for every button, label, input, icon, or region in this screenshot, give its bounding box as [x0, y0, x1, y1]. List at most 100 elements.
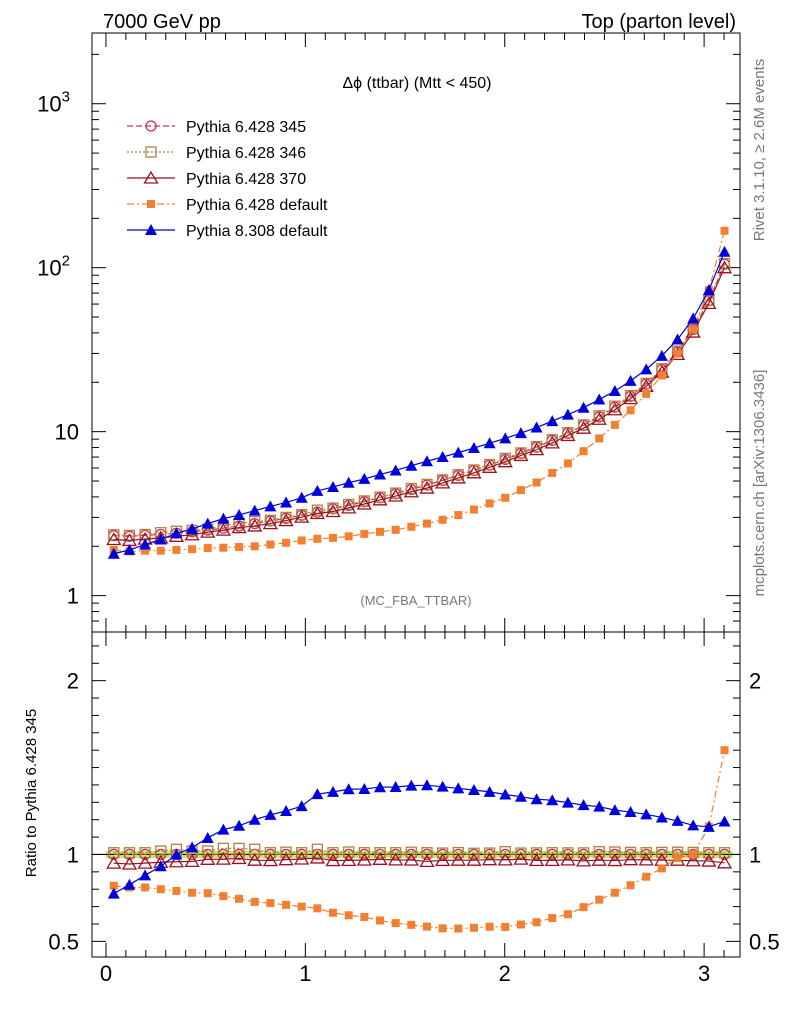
ratio-pythia-6-428-default-point: [329, 908, 338, 917]
main-pythia-6-428-346-point: [687, 322, 699, 335]
ratio-pythia-6-428-default-point: [297, 902, 306, 911]
main-pythia-8-308-default-point: [593, 393, 606, 405]
main-pythia-6-428-default-point: [219, 543, 228, 552]
ratio-pythia-6-428-370-point: [356, 852, 372, 866]
main-pythia-8-308-default-point: [154, 533, 167, 545]
main-pythia-8-308-default-point: [342, 476, 355, 488]
ratio-pythia-8-308-default-point: [702, 820, 715, 832]
main-pythia-6-428-346-point: [499, 452, 511, 464]
ratio-pythia-6-428-default-point: [657, 864, 666, 873]
legend-marker: [145, 120, 157, 132]
ratio-pythia-8-308-default-point: [593, 800, 606, 812]
main-pythia-8-308-default-point: [655, 349, 668, 361]
ratio-pythia-6-428-370-line: [113, 857, 725, 865]
main-pythia-8-308-default-point: [107, 547, 120, 559]
ratio-pythia-6-428-346-point: [264, 847, 277, 859]
ratio-pythia-6-428-346-point: [327, 847, 339, 859]
main-pythia-6-428-370-point: [544, 435, 560, 449]
ratio-pythia-6-428-default-point: [219, 892, 228, 901]
ratio-pythia-6-428-346-point: [202, 845, 214, 857]
ratio-pythia-8-308-default-point: [467, 783, 480, 795]
main-pythia-8-308-default-point: [530, 421, 543, 433]
main-pythia-6-428-346-point: [327, 502, 339, 514]
main-pythia-6-428-346-point: [374, 491, 386, 503]
main-pythia-6-428-default-point: [548, 468, 557, 477]
ratio-pythia-8-308-default-point: [342, 783, 355, 795]
main-pythia-6-428-default-point: [516, 486, 525, 495]
main-pythia-6-428-346-point: [296, 508, 308, 521]
ratio-pythia-8-308-default-point: [577, 799, 590, 811]
ratio-pythia-6-428-370-point: [231, 851, 247, 865]
main-pythia-6-428-default-point: [188, 545, 197, 554]
main-pythia-6-428-346-point: [311, 504, 324, 516]
main-pythia-6-428-370-point: [560, 428, 576, 442]
main-pythia-6-428-default-point: [141, 546, 150, 555]
main-pythia-6-428-default-point: [250, 542, 259, 551]
main-pythia-8-308-default-point: [499, 432, 512, 444]
ratio-pythia-8-308-default-point: [718, 815, 731, 827]
ratio-pythia-6-428-370-point: [137, 855, 153, 869]
legend-label: Pythia 6.428 346: [186, 145, 306, 162]
ratio-pythia-8-308-default-point: [358, 782, 371, 794]
main-pythia-6-428-370-point: [607, 402, 623, 416]
ratio-pythia-6-428-370-point: [450, 852, 466, 866]
ratio-pythia-6-428-default-point: [610, 888, 619, 897]
ratio-pythia-6-428-default-point: [172, 886, 181, 895]
main-pythia-8-308-default-point: [186, 522, 199, 534]
main-pythia-8-308-default-point: [358, 472, 371, 484]
main-pythia-6-428-346-point: [264, 514, 277, 526]
ratio-pythia-8-308-default-point: [327, 785, 340, 797]
ratio-pythia-6-428-default-point: [720, 746, 729, 755]
ratio-pythia-6-428-346-point: [421, 847, 433, 859]
plot-title: Δϕ (ttbar) (Mtt < 450): [342, 75, 491, 92]
main-pythia-8-308-default-point: [561, 408, 574, 420]
main-pythia-8-308-default-point: [671, 333, 684, 345]
legend-marker: [145, 224, 157, 235]
ratio-pythia-8-308-default-point: [452, 782, 465, 794]
ratio-pythia-6-428-default-point: [532, 918, 541, 927]
ratio-pythia-6-428-default-point: [485, 922, 494, 931]
ratio-pythia-6-428-default-point: [595, 895, 604, 904]
main-panel: 1 10 102 103: [37, 32, 741, 633]
legend-marker: [145, 146, 157, 158]
main-pythia-6-428-default-point: [266, 540, 275, 549]
main-pythia-6-428-370-line: [113, 267, 726, 542]
ratio-pythia-6-428-346-point: [656, 846, 668, 859]
main-pythia-6-428-default-point: [235, 542, 244, 551]
ratio-pythia-6-428-default-point: [188, 888, 197, 897]
ratio-pythia-6-428-346-point: [311, 843, 324, 855]
ratio-pythia-8-308-default-point: [280, 805, 293, 817]
ratio-pythia-6-428-346-point: [296, 847, 308, 859]
main-pythia-6-428-370-point: [309, 506, 326, 520]
ratio-pythia-6-428-default-point: [454, 924, 463, 933]
ratio-pythia-8-308-default-point: [436, 780, 449, 792]
ratio-pythia-8-308-default-point: [311, 788, 324, 800]
main-pythia-6-428-370-point: [278, 513, 294, 527]
main-pythia-6-428-default-line: [113, 230, 726, 553]
ratio-pythia-6-428-370-point: [607, 853, 623, 867]
main-pythia-6-428-370-point: [200, 524, 216, 538]
ratio-pythia-6-428-default-point: [563, 910, 572, 919]
main-pythia-6-428-346-point: [624, 389, 637, 402]
ratio-pythia-6-428-default-point: [422, 922, 431, 931]
ratio-pythia-6-428-default-point: [360, 913, 369, 922]
ratio-pythia-6-428-370-point: [106, 855, 122, 869]
main-pythia-6-428-370-point: [372, 492, 388, 506]
main-pythia-6-428-370-point: [247, 518, 263, 532]
main-pythia-6-428-346-point: [343, 498, 355, 511]
main-pythia-6-428-default-point: [595, 434, 604, 443]
main-pythia-6-428-370-point: [701, 296, 717, 310]
ratio-pythia-6-428-default-point: [344, 911, 353, 920]
ratio-pythia-6-428-370-point: [513, 851, 529, 865]
ratio-pythia-6-428-370-point: [309, 850, 326, 864]
ratio-pythia-8-308-default-point: [186, 841, 199, 853]
ratio-pythia-8-308-default-point: [561, 796, 574, 808]
main-pythia-6-428-370-point: [106, 532, 122, 546]
ratio-pythia-6-428-370-point: [403, 852, 419, 866]
ratio-pythia-6-428-370-point: [121, 856, 138, 870]
x-tick-label: 0: [100, 961, 112, 986]
main-pythia-8-308-default-point: [139, 538, 152, 550]
main-pythia-6-428-default-point: [642, 389, 651, 398]
main-pythia-8-308-default-point: [311, 484, 324, 496]
